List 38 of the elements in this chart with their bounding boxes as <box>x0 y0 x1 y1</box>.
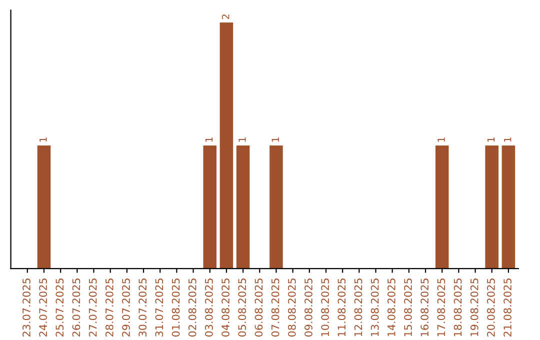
x-tick-label: 09.08.2025 <box>304 278 312 337</box>
x-tick-label: 27.07.2025 <box>88 278 97 337</box>
x-tick-label: 02.08.2025 <box>188 278 196 337</box>
x-tick-label: 04.08.2025 <box>222 278 230 337</box>
x-tick-label: 26.07.2025 <box>72 278 80 337</box>
x-tick-label: 05.08.2025 <box>238 278 246 337</box>
data-label: 1 <box>238 137 246 142</box>
x-tick-label: 12.08.2025 <box>354 278 362 336</box>
data-label: 1 <box>205 137 213 142</box>
x-tick-label: 10.08.2025 <box>321 278 329 336</box>
x-tick-label: 23.07.2025 <box>22 278 30 337</box>
x-tick-label: 11.08.2025 <box>338 278 346 336</box>
x-tick-label: 21.08.2025 <box>504 278 512 337</box>
x-tick-label: 03.08.2025 <box>205 278 213 337</box>
x-tick-label: 24.07.2025 <box>39 278 47 337</box>
x-tick-label: 25.07.2025 <box>56 278 64 337</box>
x-tick-label: 29.07.2025 <box>122 278 130 337</box>
x-tick-label: 28.07.2025 <box>105 278 114 337</box>
data-label: 1 <box>504 137 512 142</box>
data-label: 1 <box>272 137 279 142</box>
x-tick-label: 01.08.2025 <box>172 278 180 337</box>
data-label: 1 <box>487 137 495 142</box>
x-tick-label: 07.08.2025 <box>271 278 280 337</box>
x-tick-label: 31.07.2025 <box>155 278 164 336</box>
x-tick-label: 06.08.2025 <box>254 278 263 337</box>
x-tick-label: 13.08.2025 <box>370 278 379 336</box>
x-tick-label: 14.08.2025 <box>387 278 396 336</box>
x-tick-label: 30.07.2025 <box>138 278 147 336</box>
x-tick-label: 18.08.2025 <box>454 278 462 336</box>
x-tick-label: 19.08.2025 <box>470 278 478 336</box>
data-label: 1 <box>438 137 445 142</box>
x-tick-label: 20.08.2025 <box>487 278 495 337</box>
x-tick-label: 16.08.2025 <box>420 278 429 336</box>
x-tick-label: 17.08.2025 <box>437 278 446 336</box>
x-tick-label: 15.08.2025 <box>404 278 412 336</box>
data-label: 2 <box>222 14 230 20</box>
x-tick-label: 08.08.2025 <box>288 278 296 337</box>
data-label: 1 <box>40 137 47 142</box>
